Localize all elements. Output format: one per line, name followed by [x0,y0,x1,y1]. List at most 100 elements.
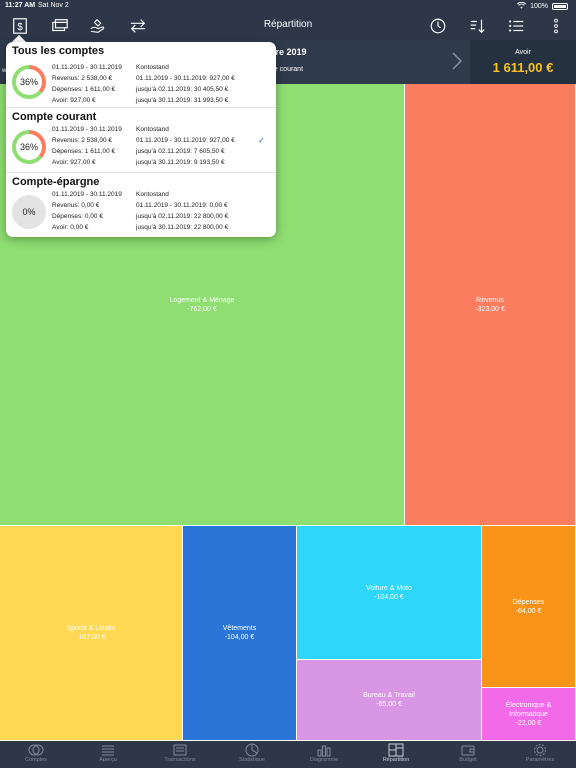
percent-ring: 36% [12,65,46,99]
tile-name: Vêtements [222,625,257,632]
list-icon[interactable] [506,16,526,36]
treemap-icon [388,743,404,757]
tab-label: Paramètres [525,757,555,763]
kontostand-label: Kontostand [136,126,169,133]
wallet-icon [461,745,475,756]
tile-value: -64,00 € [515,607,542,615]
tab-budget[interactable]: Budget [432,741,504,768]
tab-parametres[interactable]: Paramètres [504,741,576,768]
depenses: Dépenses: 1 611,00 € [52,86,116,93]
tab-label: Aperçu [99,757,117,763]
tile-value: -167,00 € [76,634,106,641]
avoir-value: 1 611,00 € [492,60,554,75]
period: 01.11.2019 - 30.11.2019 [52,64,122,71]
status-date: Sat Nov 2 [38,2,69,9]
account-label: pte courant [268,66,304,73]
tab-transactions[interactable]: Transactions [144,741,216,768]
nav-title: Répartition [263,19,313,30]
kontostand-until-now: jusqu'à 02.11.2019: 30 405,50 € [136,86,229,93]
depenses: Dépenses: 1 611,00 € [52,148,116,155]
bar-chart-icon [317,745,331,757]
tile-value: -22,00 € [515,719,542,727]
kontostand-until-end: jusqu'à 30.11.2019: 9 193,50 € [136,159,225,166]
tile-value: -104,00 € [224,634,255,641]
treemap-tile-vetements[interactable]: Vêtements -104,00 € [183,526,297,741]
tile-name: Logement & Ménage [169,296,235,304]
avoir: Avoir: 0,00 € [52,224,89,231]
tab-repartition[interactable]: Répartition [360,741,432,768]
kontostand-until-end: jusqu'à 30.11.2019: 31 993,50 € [136,97,229,104]
treemap-tile-bureau[interactable]: Bureau & Travail -65,00 € [297,660,482,741]
treemap-tile-voiture[interactable]: Voiture & Moto -104,00 € [297,526,482,660]
divider [6,107,276,108]
tab-comptes[interactable]: Comptes [0,741,72,768]
tab-bar: Comptes Aperçu Transactions Statistique … [0,741,576,768]
treemap-tile-sports[interactable]: Sports & Loisirs -167,00 € [0,526,183,741]
tile-name: Bureau & Travail [363,692,415,699]
treemap-tile-revenus[interactable]: Revenus -323,00 € [405,84,576,526]
battery-percent: 100% [530,3,548,10]
percent-label: 36% [19,77,38,87]
pie-chart-icon [245,743,259,757]
month-header: w mbre 2019 pte courant Avoir 1 611,00 € [0,40,576,84]
kontostand-label: Kontostand [136,191,169,198]
account-name: Tous les comptes [12,45,105,57]
treemap-tile-electronique[interactable]: Électronique & Informatique -22,00 € [482,688,576,741]
status-time: 11:27 AM [5,2,36,9]
tab-label: Statistique [239,757,265,763]
cards-icon[interactable] [50,16,70,36]
svg-text:$: $ [17,22,23,33]
overview-icon [102,745,114,756]
tab-diagramme[interactable]: Diagramme [288,741,360,768]
account-row-courant[interactable]: Compte courant 36% 01.11.2019 - 30.11.20… [6,108,276,172]
sort-icon[interactable] [467,16,487,36]
month-prev-partial: w [2,68,7,74]
period: 01.11.2019 - 30.11.2019 [52,126,122,133]
gear-icon [534,744,546,756]
transactions-icon [173,744,187,756]
more-icon[interactable] [546,16,566,36]
chevron-right-icon[interactable] [450,50,464,72]
avoir: Avoir: 927,00 € [52,159,96,166]
tile-name: Électronique & Informatique [505,701,552,718]
dollar-square-icon[interactable]: $ [10,16,30,36]
avoir-box: Avoir 1 611,00 € [470,40,576,84]
month-label: mbre 2019 [262,47,307,57]
account-name: Compte-épargne [12,176,100,188]
tab-label: Répartition [382,757,410,763]
tab-label: Budget [459,757,477,763]
transfer-arrows-icon[interactable] [128,16,148,36]
kontostand-until-end: jusqu'à 30.11.2019: 22 800,00 € [136,224,229,231]
clock-icon[interactable] [428,16,448,36]
tab-label: Transactions [164,757,196,763]
tile-value: -104,00 € [374,593,404,601]
battery-icon [552,3,568,10]
tab-label: Diagramme [309,757,339,763]
status-bar: 11:27 AM Sat Nov 2 100% [0,0,576,12]
percent-ring: 36% [12,130,46,164]
percent-label: 0% [22,207,36,217]
account-popover: Tous les comptes 36% 01.11.2019 - 30.11.… [6,42,276,237]
percent-ring: 0% [12,195,46,229]
tab-apercu[interactable]: Aperçu [72,741,144,768]
tab-label: Comptes [24,757,47,763]
avoir-label: Avoir [515,49,531,56]
kontostand-until-now: jusqu'à 02.11.2019: 7 605,50 € [136,148,225,155]
depenses: Dépenses: 0,00 € [52,213,103,220]
nav-bar: $ Répartition [0,12,576,40]
treemap-tile-depenses[interactable]: Dépenses -64,00 € [482,526,576,688]
kontostand-until-now: jusqu'à 02.11.2019: 22 800,00 € [136,213,229,220]
kontostand-period: 01.11.2019 - 30.11.2019: 0,00 € [136,202,228,209]
account-row-tous[interactable]: Tous les comptes 36% 01.11.2019 - 30.11.… [6,42,276,107]
hand-money-icon[interactable] [88,16,108,36]
coins-icon [28,744,44,756]
kontostand-period: 01.11.2019 - 30.11.2019: 927,00 € [136,137,235,144]
revenus: Revenus: 2 538,00 € [52,137,112,144]
account-row-epargne[interactable]: Compte-épargne 0% 01.11.2019 - 30.11.201… [6,173,276,237]
tile-value: -762,00 € [187,305,217,313]
tab-statistique[interactable]: Statistique [216,741,288,768]
account-name: Compte courant [12,111,97,123]
revenus: Revenus: 2 538,00 € [52,75,112,82]
percent-label: 36% [19,142,38,152]
